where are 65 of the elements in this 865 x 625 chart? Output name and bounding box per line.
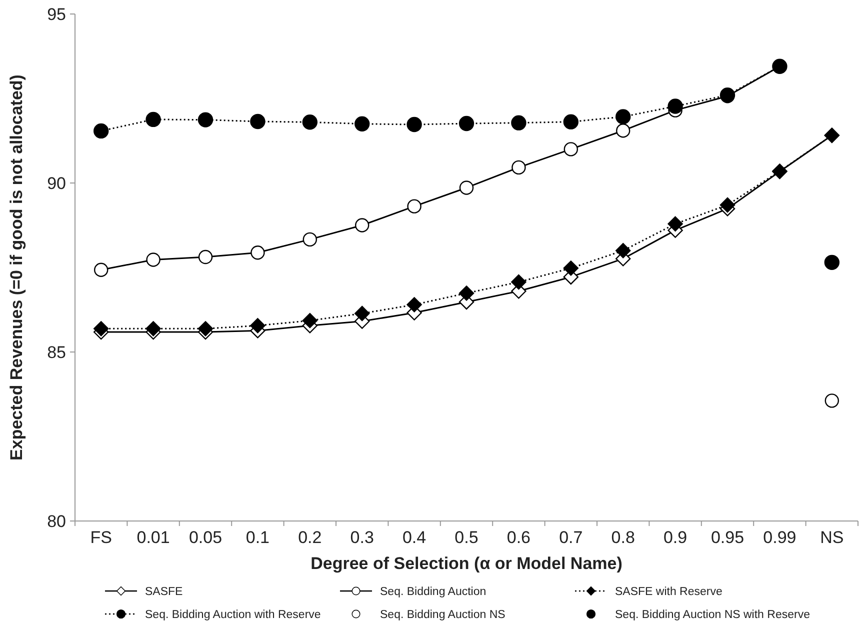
y-tick-label: 85 — [47, 342, 66, 362]
point — [302, 312, 318, 328]
x-tick-label: 0.01 — [136, 528, 170, 547]
point — [94, 262, 108, 277]
point — [302, 232, 317, 247]
point — [146, 252, 160, 267]
x-tick-label: 0.3 — [350, 528, 374, 547]
x-tick-label: 0.2 — [298, 528, 322, 547]
point — [94, 123, 109, 139]
point — [563, 260, 578, 276]
point — [198, 112, 214, 128]
point — [407, 199, 422, 214]
x-tick-label: 0.4 — [402, 528, 426, 547]
point — [458, 116, 474, 132]
point — [824, 394, 839, 408]
point — [146, 321, 161, 336]
point — [146, 112, 161, 128]
y-tick-label: 80 — [47, 512, 66, 531]
point — [354, 306, 370, 322]
point — [720, 197, 736, 213]
x-tick-label: 0.1 — [246, 528, 270, 547]
x-axis-title: Degree of Selection (α or Model Name) — [310, 554, 622, 573]
point — [564, 142, 578, 156]
x-tick-label: 0.7 — [559, 528, 583, 547]
point — [616, 243, 631, 258]
point — [668, 216, 683, 232]
y-tick-label: 90 — [47, 174, 66, 193]
point — [355, 218, 370, 232]
legend-label: Seq. Bidding Auction NS with Reserve — [615, 609, 810, 622]
point — [354, 116, 370, 132]
legend-label: Seq. Bidding Auction with Reserve — [145, 609, 321, 622]
y-tick-label: 95 — [47, 4, 66, 24]
point — [406, 297, 422, 312]
x-tick-label: 0.99 — [763, 528, 796, 547]
point — [616, 124, 630, 138]
x-tick-label: 0.8 — [611, 528, 635, 547]
point — [198, 321, 214, 336]
x-tick-label: NS — [820, 528, 844, 547]
x-tick-label: 0.5 — [454, 528, 478, 547]
point — [198, 250, 213, 264]
point — [563, 114, 578, 130]
point — [250, 318, 266, 334]
x-tick-label: 0.9 — [663, 528, 688, 547]
point — [668, 98, 683, 114]
x-tick-label: 0.95 — [710, 528, 744, 547]
point — [824, 254, 840, 270]
point — [250, 114, 266, 130]
y-axis-title: Expected Revenues (=0 if good is not allocated) — [7, 74, 26, 460]
point — [616, 109, 631, 124]
legend-label: Seq. Bidding Auction — [380, 586, 486, 598]
point — [511, 115, 526, 130]
legend-label: SASFE — [145, 586, 184, 598]
point — [250, 246, 265, 260]
point — [94, 321, 109, 336]
legend-label: SASFE with Reserve — [615, 586, 722, 598]
point — [406, 116, 422, 132]
point — [511, 274, 526, 290]
x-tick-label: FS — [90, 528, 112, 547]
point — [458, 286, 474, 301]
point — [459, 180, 474, 195]
x-tick-label: 0.05 — [188, 528, 222, 547]
legend-label: Seq. Bidding Auction NS — [380, 609, 506, 622]
point — [302, 114, 318, 130]
point — [512, 160, 526, 175]
x-tick-label: 0.6 — [506, 528, 531, 547]
